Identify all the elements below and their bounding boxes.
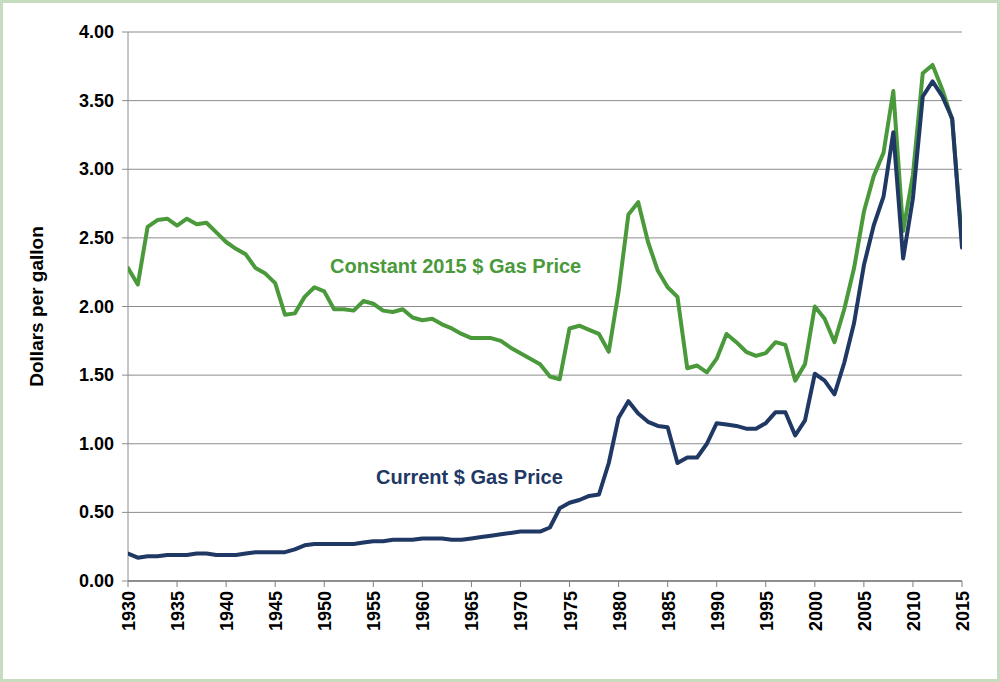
x-tick-label: 2010 [904, 591, 924, 631]
x-tick [814, 581, 815, 587]
y-tick [122, 581, 128, 582]
chart: 0.00 0.50 1.00 1.50 2.00 2.50 3.00 3.50 4.00 1930… [0, 0, 1000, 682]
x-tick [177, 581, 178, 587]
x-tick-label: 1945 [266, 591, 286, 631]
x-tick [716, 581, 717, 587]
x-tick [275, 581, 276, 587]
grid-line [128, 32, 962, 33]
y-tick-label: 0.00 [79, 571, 114, 591]
series-label: Constant 2015 $ Gas Price [330, 255, 581, 277]
x-tick [471, 581, 472, 587]
x-tick [569, 581, 570, 587]
grid-line [128, 581, 962, 582]
x-tick-label: 1975 [561, 591, 581, 631]
series-line [128, 81, 962, 557]
x-tick [373, 581, 374, 587]
x-tick [765, 581, 766, 587]
y-axis-label: Dollars per gallon [26, 226, 47, 386]
y-tick [122, 169, 128, 170]
grid-line [128, 100, 962, 101]
y-tick-label: 1.50 [79, 365, 114, 385]
plot-area [128, 65, 962, 558]
y-tick [122, 237, 128, 238]
frame [2, 2, 999, 681]
series-line [128, 65, 962, 381]
x-tick-label: 1980 [610, 591, 630, 631]
x-tick-label: 1965 [462, 591, 482, 631]
y-tick-label: 2.00 [79, 297, 114, 317]
y-tick [122, 32, 128, 33]
y-axis [128, 32, 129, 581]
x-tick [324, 581, 325, 587]
x-axis [128, 580, 962, 582]
x-tick-label: 1935 [168, 591, 188, 631]
grid-line [128, 512, 962, 513]
y-tick-label: 2.50 [79, 228, 114, 248]
y-tick [122, 306, 128, 307]
x-tick [912, 581, 913, 587]
y-tick-label: 1.00 [79, 434, 114, 454]
x-tick-label: 1985 [659, 591, 679, 631]
x-tick-label: 1970 [511, 591, 531, 631]
x-tick [667, 581, 668, 587]
y-tick-label: 0.50 [79, 502, 114, 522]
x-tick [520, 581, 521, 587]
y-tick [122, 100, 128, 101]
x-tick [422, 581, 423, 587]
y-tick-label: 3.50 [79, 91, 114, 111]
x-tick [962, 581, 963, 587]
x-tick [863, 581, 864, 587]
x-tick-label: 1950 [315, 591, 335, 631]
x-tick-label: 2005 [855, 591, 875, 631]
x-tick [226, 581, 227, 587]
y-tick [122, 512, 128, 513]
grid-line [128, 443, 962, 444]
grid-line [128, 169, 962, 170]
series-label: Current $ Gas Price [376, 466, 563, 488]
x-tick [128, 581, 129, 587]
x-tick-label: 1940 [217, 591, 237, 631]
grid-line [128, 237, 962, 238]
x-tick [618, 581, 619, 587]
grid-line [128, 306, 962, 307]
x-tick-label: 1955 [364, 591, 384, 631]
x-tick-label: 1995 [757, 591, 777, 631]
y-tick [122, 375, 128, 376]
y-tick-label: 4.00 [79, 22, 114, 42]
x-tick-label: 1990 [708, 591, 728, 631]
y-tick [122, 443, 128, 444]
x-tick-label: 2000 [806, 591, 826, 631]
y-tick-label: 3.00 [79, 159, 114, 179]
x-tick-label: 1960 [413, 591, 433, 631]
grid-line [128, 375, 962, 376]
x-tick-label: 1930 [119, 591, 139, 631]
x-tick-label: 2015 [953, 591, 973, 631]
